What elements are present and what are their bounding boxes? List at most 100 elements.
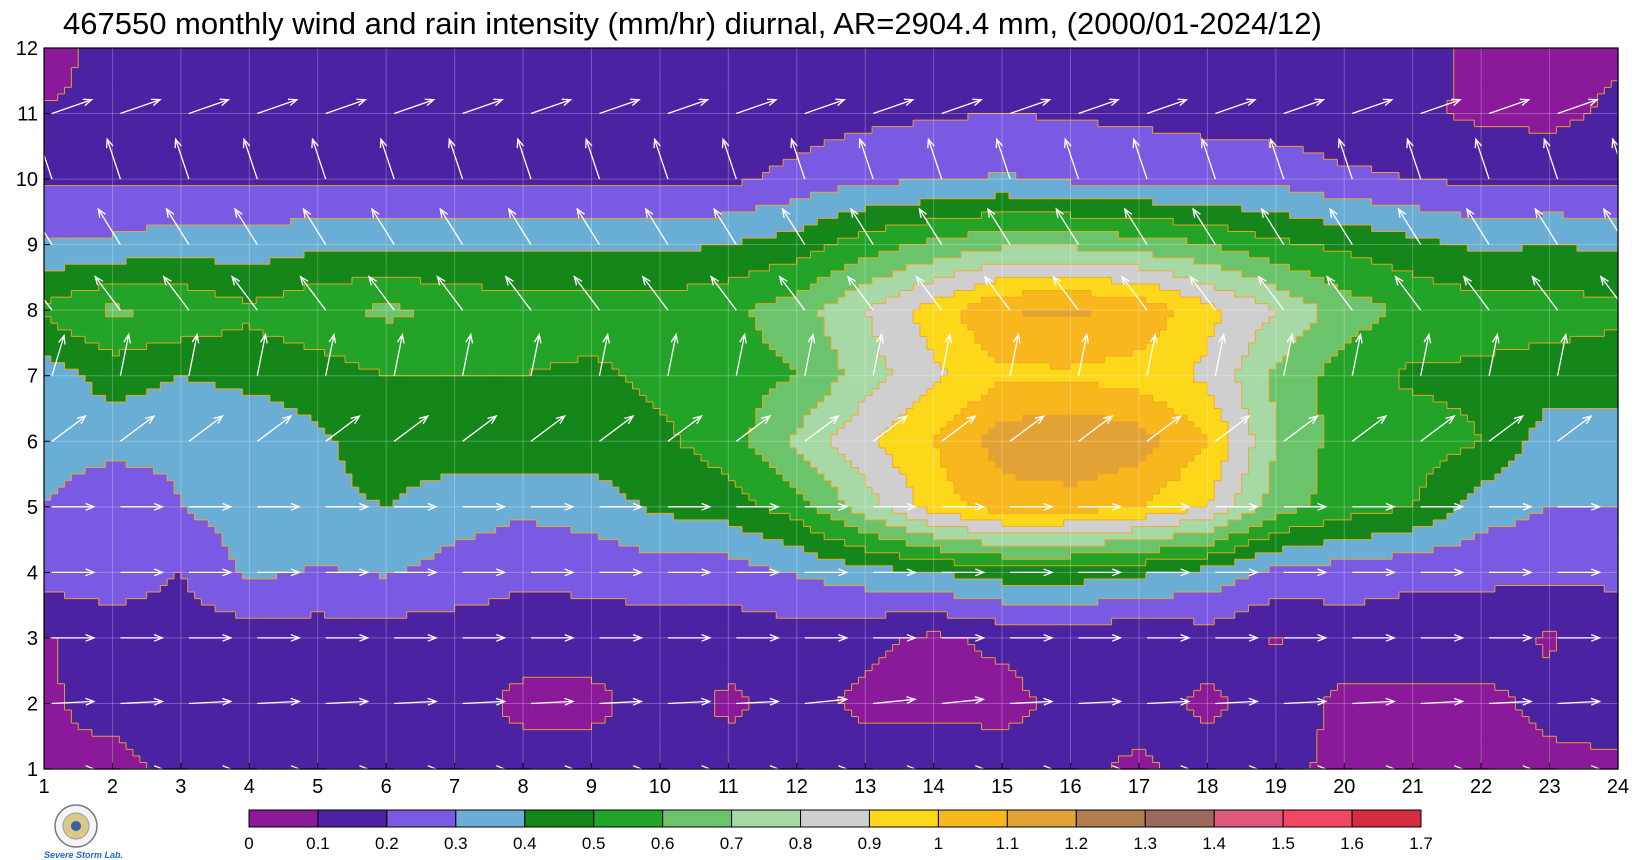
field-cell — [1146, 127, 1153, 134]
field-cell — [1536, 81, 1543, 88]
field-cell — [831, 68, 838, 75]
field-cell — [1242, 87, 1249, 94]
field-cell — [544, 186, 551, 193]
field-cell — [1604, 153, 1611, 160]
field-cell — [1077, 48, 1084, 55]
field-cell — [1372, 68, 1379, 75]
field-cell — [1228, 68, 1235, 75]
field-cell — [1283, 114, 1290, 121]
field-cell — [947, 48, 954, 55]
field-cell — [222, 146, 229, 153]
field-cell — [845, 81, 852, 88]
field-cell — [776, 133, 783, 140]
field-cell — [1509, 48, 1516, 55]
field-cell — [1303, 127, 1310, 134]
field-cell — [1283, 55, 1290, 62]
field-cell — [1036, 55, 1043, 62]
field-cell — [1262, 166, 1269, 173]
field-cell — [920, 55, 927, 62]
field-cell — [1372, 74, 1379, 81]
field-cell — [147, 146, 154, 153]
field-cell — [1248, 55, 1255, 62]
field-cell — [1556, 114, 1563, 121]
field-cell — [297, 100, 304, 107]
field-cell — [65, 159, 72, 166]
field-cell — [804, 81, 811, 88]
field-cell — [304, 159, 311, 166]
field-cell — [1488, 94, 1495, 101]
field-cell — [1112, 166, 1119, 173]
field-cell — [407, 120, 414, 127]
field-cell — [359, 87, 366, 94]
field-cell — [838, 153, 845, 160]
field-cell — [1187, 61, 1194, 68]
field-cell — [386, 186, 393, 193]
field-cell — [1194, 120, 1201, 127]
field-cell — [1556, 94, 1563, 101]
field-cell — [461, 100, 468, 107]
field-cell — [701, 186, 708, 193]
field-cell — [509, 74, 516, 81]
field-cell — [667, 133, 674, 140]
field-cell — [550, 114, 557, 121]
field-cell — [400, 153, 407, 160]
field-cell — [188, 140, 195, 147]
field-cell — [544, 140, 551, 147]
field-cell — [99, 127, 106, 134]
field-cell — [537, 133, 544, 140]
field-cell — [715, 55, 722, 62]
field-cell — [1522, 87, 1529, 94]
field-cell — [838, 55, 845, 62]
field-cell — [58, 146, 65, 153]
field-cell — [605, 186, 612, 193]
field-cell — [680, 48, 687, 55]
field-cell — [372, 186, 379, 193]
field-cell — [1433, 94, 1440, 101]
field-cell — [619, 94, 626, 101]
field-cell — [1125, 94, 1132, 101]
field-cell — [585, 166, 592, 173]
field-cell — [174, 127, 181, 134]
field-cell — [1324, 166, 1331, 173]
field-cell — [119, 146, 126, 153]
field-cell — [201, 159, 208, 166]
field-cell — [1091, 61, 1098, 68]
field-cell — [1461, 61, 1468, 68]
field-cell — [1139, 140, 1146, 147]
field-cell — [1509, 74, 1516, 81]
field-cell — [769, 81, 776, 88]
field-cell — [1269, 55, 1276, 62]
field-cell — [550, 68, 557, 75]
field-cell — [530, 61, 537, 68]
field-cell — [941, 166, 948, 173]
field-cell — [619, 140, 626, 147]
field-cell — [1057, 127, 1064, 134]
field-cell — [1057, 94, 1064, 101]
field-cell — [167, 146, 174, 153]
field-cell — [674, 140, 681, 147]
field-cell — [1173, 81, 1180, 88]
field-cell — [1283, 68, 1290, 75]
field-cell — [1166, 94, 1173, 101]
field-cell — [85, 133, 92, 140]
field-cell — [325, 166, 332, 173]
field-cell — [701, 61, 708, 68]
field-cell — [393, 48, 400, 55]
field-cell — [1378, 153, 1385, 160]
field-cell — [1481, 61, 1488, 68]
field-cell — [1201, 166, 1208, 173]
field-cell — [92, 68, 99, 75]
field-cell — [1303, 159, 1310, 166]
field-cell — [1344, 100, 1351, 107]
field-cell — [290, 146, 297, 153]
field-cell — [1112, 140, 1119, 147]
field-cell — [1502, 94, 1509, 101]
field-cell — [537, 61, 544, 68]
field-cell — [667, 153, 674, 160]
field-cell — [420, 120, 427, 127]
field-cell — [400, 48, 407, 55]
field-cell — [58, 74, 65, 81]
field-cell — [1365, 55, 1372, 62]
field-cell — [913, 146, 920, 153]
field-cell — [1050, 166, 1057, 173]
